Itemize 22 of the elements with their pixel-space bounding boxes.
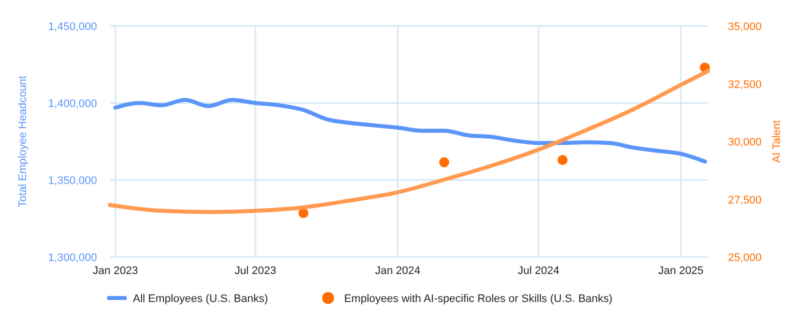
x-tick-label: Jul 2024 xyxy=(518,265,560,277)
y-axis-title: Total Employee Headcount xyxy=(17,76,29,208)
x-tick-label: Jan 2025 xyxy=(658,265,704,277)
y2-tick-label: 25,000 xyxy=(728,252,762,264)
y-tick-label: 1,400,000 xyxy=(48,98,97,110)
x-tick-label: Jan 2023 xyxy=(92,265,138,277)
y-tick-label: 1,300,000 xyxy=(48,252,97,264)
legend-label: Employees with AI-specific Roles or Skills (U.S. Banks) xyxy=(344,293,612,305)
y2-axis-title: AI Talent xyxy=(771,120,783,163)
point xyxy=(439,157,450,168)
line-series xyxy=(113,98,707,164)
y2-tick-label: 35,000 xyxy=(728,21,762,33)
y2-tick-label: 27,500 xyxy=(728,194,762,206)
y2-tick-label: 30,000 xyxy=(728,136,762,148)
legend-label: All Employees (U.S. Banks) xyxy=(132,293,268,305)
y2-tick-label: 32,500 xyxy=(728,78,762,91)
x-tick-label: Jul 2023 xyxy=(234,265,276,277)
point xyxy=(298,208,308,218)
y-tick-label: 1,350,000 xyxy=(48,175,97,187)
x-tick-label: Jan 2024 xyxy=(375,265,420,277)
y-tick-label: 1,450,000 xyxy=(48,21,97,33)
point xyxy=(558,154,568,165)
